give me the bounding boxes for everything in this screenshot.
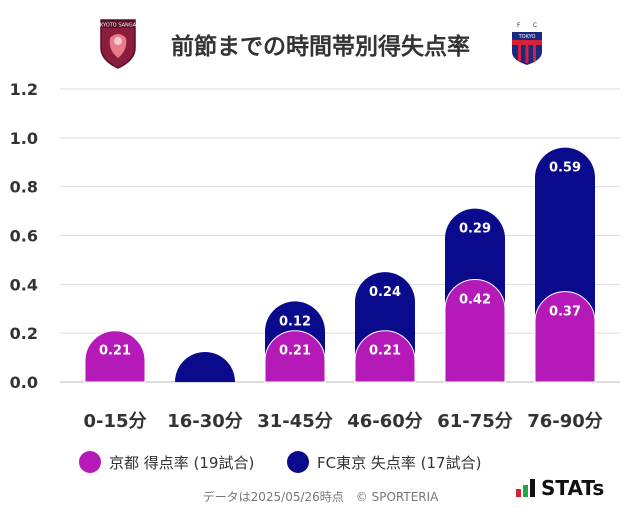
fctokyo-crest-text: TOKYO [518,34,536,40]
x-tick-label: 31-45分 [257,411,333,432]
legend-item-away: FC東京 失点率 (17試合) [287,450,481,474]
bar-away [175,352,235,382]
data-label-away: 0.24 [369,285,401,300]
stats-bars-icon [516,479,537,497]
fctokyo-crest-letter: C [533,22,537,29]
legend-label-home: 京都 得点率 (19試合) [109,453,255,472]
x-axis-ticks: 0-15分 16-30分 31-45分 46-60分 61-75分 76-90分 [83,411,602,432]
data-label-away: 0.12 [279,314,311,329]
stats-logo-text: STATs [541,476,605,500]
data-label-away: 0.29 [459,222,491,237]
stats-logo: STATs [516,476,605,500]
chart-title: 前節までの時間帯別得失点率 [171,34,470,60]
legend-label-away: FC東京 失点率 (17試合) [317,453,482,472]
x-tick-label: 16-30分 [167,411,243,432]
y-tick-label: 1.2 [10,80,38,99]
y-tick-label: 0.0 [10,373,38,392]
legend-swatch-away [287,451,309,473]
data-label-away: 0.59 [549,161,581,176]
grid-lines [60,88,620,383]
data-label-home: 0.21 [279,344,311,359]
x-tick-label: 76-90分 [527,411,603,432]
x-tick-label: 0-15分 [83,411,146,432]
bars: 0.21 0.21 0.12 0.21 0.24 0.42 0.29 0.37 0.59 [84,147,596,383]
y-tick-label: 0.8 [10,178,38,197]
y-tick-label: 0.6 [10,227,38,246]
fctokyo-crest-letter: F [517,22,521,29]
legend-swatch-home [79,451,101,473]
kyoto-sanga-crest-icon: KYOTO SANGA [100,19,137,69]
bar-home [84,330,146,383]
bar-home [354,330,416,383]
y-tick-label: 0.2 [10,324,38,343]
data-label-home: 0.21 [99,344,131,359]
bar-home [264,330,326,383]
data-label-home: 0.37 [549,305,581,320]
y-axis-ticks: 0.0 0.2 0.4 0.6 0.8 1.0 1.2 [10,80,38,392]
legend-item-home: 京都 得点率 (19試合) [79,450,254,474]
y-tick-label: 0.4 [10,275,38,294]
fc-tokyo-crest-icon: TOKYO F C [512,22,542,65]
footer-credit: データは2025/05/26時点 © SPORTERIA [202,490,439,504]
bar-home [534,291,596,383]
x-tick-label: 61-75分 [437,411,513,432]
data-label-home: 0.42 [459,292,491,307]
x-tick-label: 46-60分 [347,411,423,432]
data-label-home: 0.21 [369,344,401,359]
kyoto-crest-text: KYOTO SANGA [100,23,137,29]
bar-home [444,279,506,383]
y-tick-label: 1.0 [10,129,38,148]
